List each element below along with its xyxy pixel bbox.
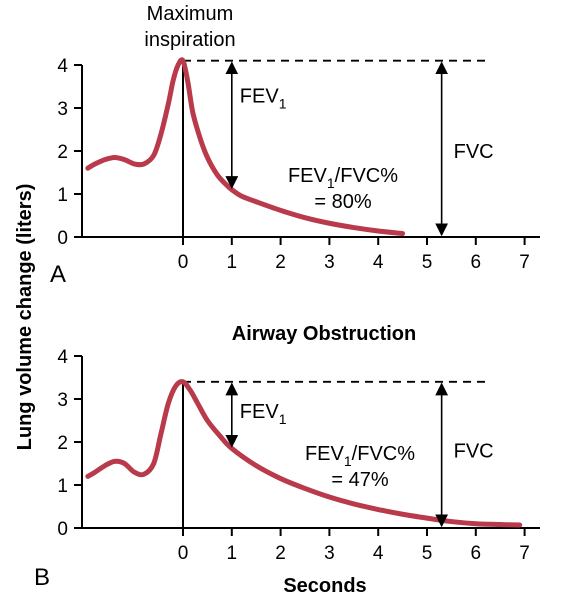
peak-label-line2: inspiration — [144, 29, 235, 51]
panel-b-xtick-label: 3 — [324, 543, 335, 564]
panel-a-xtick-label: 7 — [519, 252, 530, 273]
panel-a-ytick-label: 0 — [57, 228, 68, 249]
panel-a-fev1-label: FEV1 — [240, 86, 287, 112]
panel-a-xtick-label: 5 — [422, 252, 433, 273]
panel-b-ytick-label: 3 — [57, 390, 68, 411]
panel-a-xtick-label: 0 — [178, 252, 189, 273]
peak-label-line1: Maximum — [147, 3, 234, 25]
panel-a-ytick-label: 3 — [57, 99, 68, 120]
panel-b-xtick-label: 5 — [422, 543, 433, 564]
panel-b: Airway Obstruction B 0 1 2 3 4 0 1 2 3 4 5 6 7 FEV1 FV… — [34, 323, 540, 591]
panel-b-volume-curve — [85, 379, 523, 528]
panel-b-title: Airway Obstruction — [232, 323, 416, 345]
panel-a-ytick-label: 2 — [57, 142, 68, 163]
panel-a-ytick-label: 4 — [57, 56, 68, 77]
panel-a-xtick-label: 1 — [227, 252, 238, 273]
panel-b-xtick-label: 7 — [519, 543, 530, 564]
panel-a-volume-curve — [85, 57, 406, 237]
panel-a-xtick-label: 3 — [324, 252, 335, 273]
panel-b-xtick-label: 2 — [275, 543, 286, 564]
panel-b-xtick-label: 1 — [227, 543, 238, 564]
panel-b-ratio-line1: FEV1/FVC% — [305, 443, 415, 469]
panel-a-ytick-label: 1 — [57, 185, 68, 206]
x-axis-label: Seconds — [283, 575, 366, 597]
y-axis-label: Lung volume change (liters) — [14, 184, 36, 451]
panel-b-ytick-label: 1 — [57, 476, 68, 497]
panel-a-xtick-label: 6 — [471, 252, 482, 273]
panel-b-fvc-label: FVC — [454, 441, 494, 463]
panel-b-ytick-label: 0 — [57, 519, 68, 540]
panel-b-xtick-label: 6 — [471, 543, 482, 564]
panel-b-xtick-label: 0 — [178, 543, 189, 564]
panel-a-ratio-line1: FEV1/FVC% — [288, 165, 398, 191]
panel-a-letter: A — [50, 261, 66, 288]
panel-a-xtick-label: 2 — [275, 252, 286, 273]
panel-a: Maximum inspiration A 0 1 2 3 4 0 1 2 3 4 5 6 7 FEV1 F… — [50, 3, 540, 288]
panel-b-ytick-label: 2 — [57, 433, 68, 454]
panel-b-fev1-label: FEV1 — [240, 401, 287, 427]
panel-a-ratio-line2: = 80% — [314, 191, 371, 213]
panel-a-fvc-label: FVC — [454, 141, 494, 163]
panel-b-xtick-label: 4 — [373, 543, 384, 564]
panel-a-xtick-label: 4 — [373, 252, 384, 273]
panel-b-ratio-line2: = 47% — [331, 469, 388, 491]
panel-b-letter: B — [34, 564, 50, 591]
panel-b-ytick-label: 4 — [57, 347, 68, 368]
